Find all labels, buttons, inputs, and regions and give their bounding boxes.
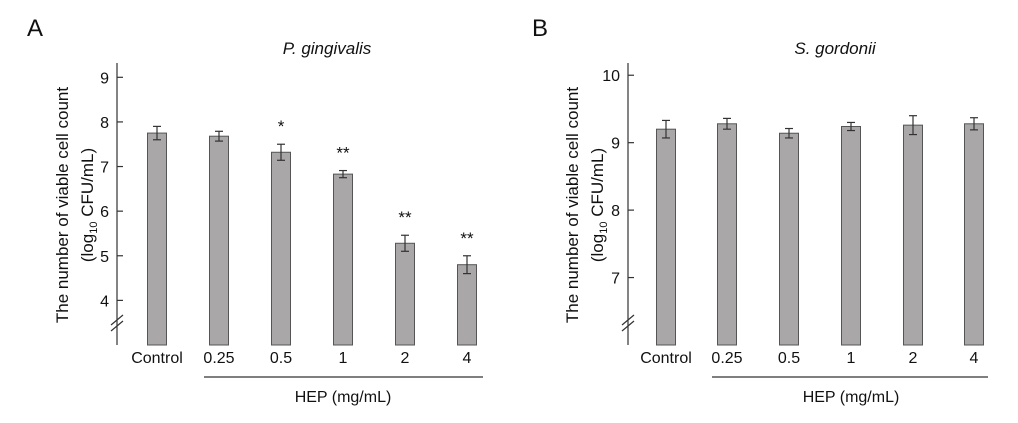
error-bar xyxy=(970,117,978,131)
x-tick-label: Control xyxy=(640,350,692,367)
x-tick-label: 0.5 xyxy=(778,350,800,367)
error-bar xyxy=(339,169,347,179)
error-bar xyxy=(723,117,731,130)
y-tick-label: 8 xyxy=(100,115,109,132)
error-bar xyxy=(215,130,223,142)
panel-letter: B xyxy=(532,15,548,42)
x-tick-label: 1 xyxy=(847,350,856,367)
y-unit-suffix: CFU/mL) xyxy=(588,148,607,222)
bar-0-5 xyxy=(779,132,799,346)
significance-marker: ** xyxy=(336,144,350,163)
bar-1 xyxy=(333,173,353,346)
bar-2 xyxy=(903,124,923,346)
bar-4 xyxy=(964,123,984,346)
error-bar xyxy=(463,255,471,275)
y-axis-unit: (log10 CFU/mL) xyxy=(588,148,610,262)
y-tick-label: 10 xyxy=(602,68,620,85)
y-unit-suffix: CFU/mL) xyxy=(78,148,97,222)
bar-control xyxy=(147,132,167,346)
y-tick-label: 6 xyxy=(100,204,109,221)
error-bar xyxy=(401,234,409,252)
x-tick-label: Control xyxy=(131,350,183,367)
bar-2 xyxy=(395,242,415,346)
axis-break-mark xyxy=(621,320,635,332)
y-tick-label: 7 xyxy=(611,271,620,288)
significance-marker: ** xyxy=(398,208,412,227)
x-tick-label: 0.25 xyxy=(711,350,742,367)
chart-title: S. gordonii xyxy=(794,39,876,58)
x-tick-label: 0.5 xyxy=(270,350,292,367)
x-axis-label: HEP (mg/mL) xyxy=(295,389,392,406)
panel-letter: A xyxy=(27,15,43,42)
bar-control xyxy=(656,128,676,346)
y-tick-label: 4 xyxy=(100,293,109,310)
significance-marker: * xyxy=(278,117,285,136)
error-bar xyxy=(153,125,161,141)
axis-break-mark xyxy=(621,314,635,326)
bar-0-5 xyxy=(271,151,291,346)
y-unit-subscript: 10 xyxy=(88,222,100,234)
error-bar xyxy=(847,121,855,132)
y-axis-unit: (log10 CFU/mL) xyxy=(78,148,100,262)
x-tick-label: 2 xyxy=(401,350,410,367)
error-bar xyxy=(909,115,917,136)
y-tick-label: 8 xyxy=(611,203,620,220)
error-bar xyxy=(785,127,793,139)
y-axis-label: The number of viable cell count xyxy=(563,87,582,324)
y-tick-label: 7 xyxy=(100,160,109,177)
x-tick-label: 2 xyxy=(909,350,918,367)
error-bar xyxy=(277,143,285,161)
x-tick-label: 1 xyxy=(339,350,348,367)
bar-0-25 xyxy=(717,123,737,346)
x-tick-label: 4 xyxy=(463,350,472,367)
y-unit-prefix: (log xyxy=(588,234,607,262)
y-unit-subscript: 10 xyxy=(598,222,610,234)
chart-title: P. gingivalis xyxy=(283,39,372,58)
panel-a: A P. gingivalis The number of viable cell … xyxy=(27,15,483,406)
y-unit-prefix: (log xyxy=(78,234,97,262)
x-tick-label: 4 xyxy=(970,350,979,367)
y-tick-label: 9 xyxy=(100,70,109,87)
y-axis-label: The number of viable cell count xyxy=(53,87,72,324)
x-axis-label: HEP (mg/mL) xyxy=(803,389,900,406)
significance-marker: ** xyxy=(460,229,474,248)
y-tick-label: 9 xyxy=(611,136,620,153)
error-bar xyxy=(662,119,670,139)
bar-4 xyxy=(457,264,477,346)
bar-0-25 xyxy=(209,135,229,346)
panel-b: B S. gordonii The number of viable cell co… xyxy=(532,15,988,406)
y-tick-label: 5 xyxy=(100,249,109,266)
axis-break-mark xyxy=(110,320,124,332)
x-tick-label: 0.25 xyxy=(203,350,234,367)
axis-break-mark xyxy=(110,314,124,326)
bar-1 xyxy=(841,125,861,346)
